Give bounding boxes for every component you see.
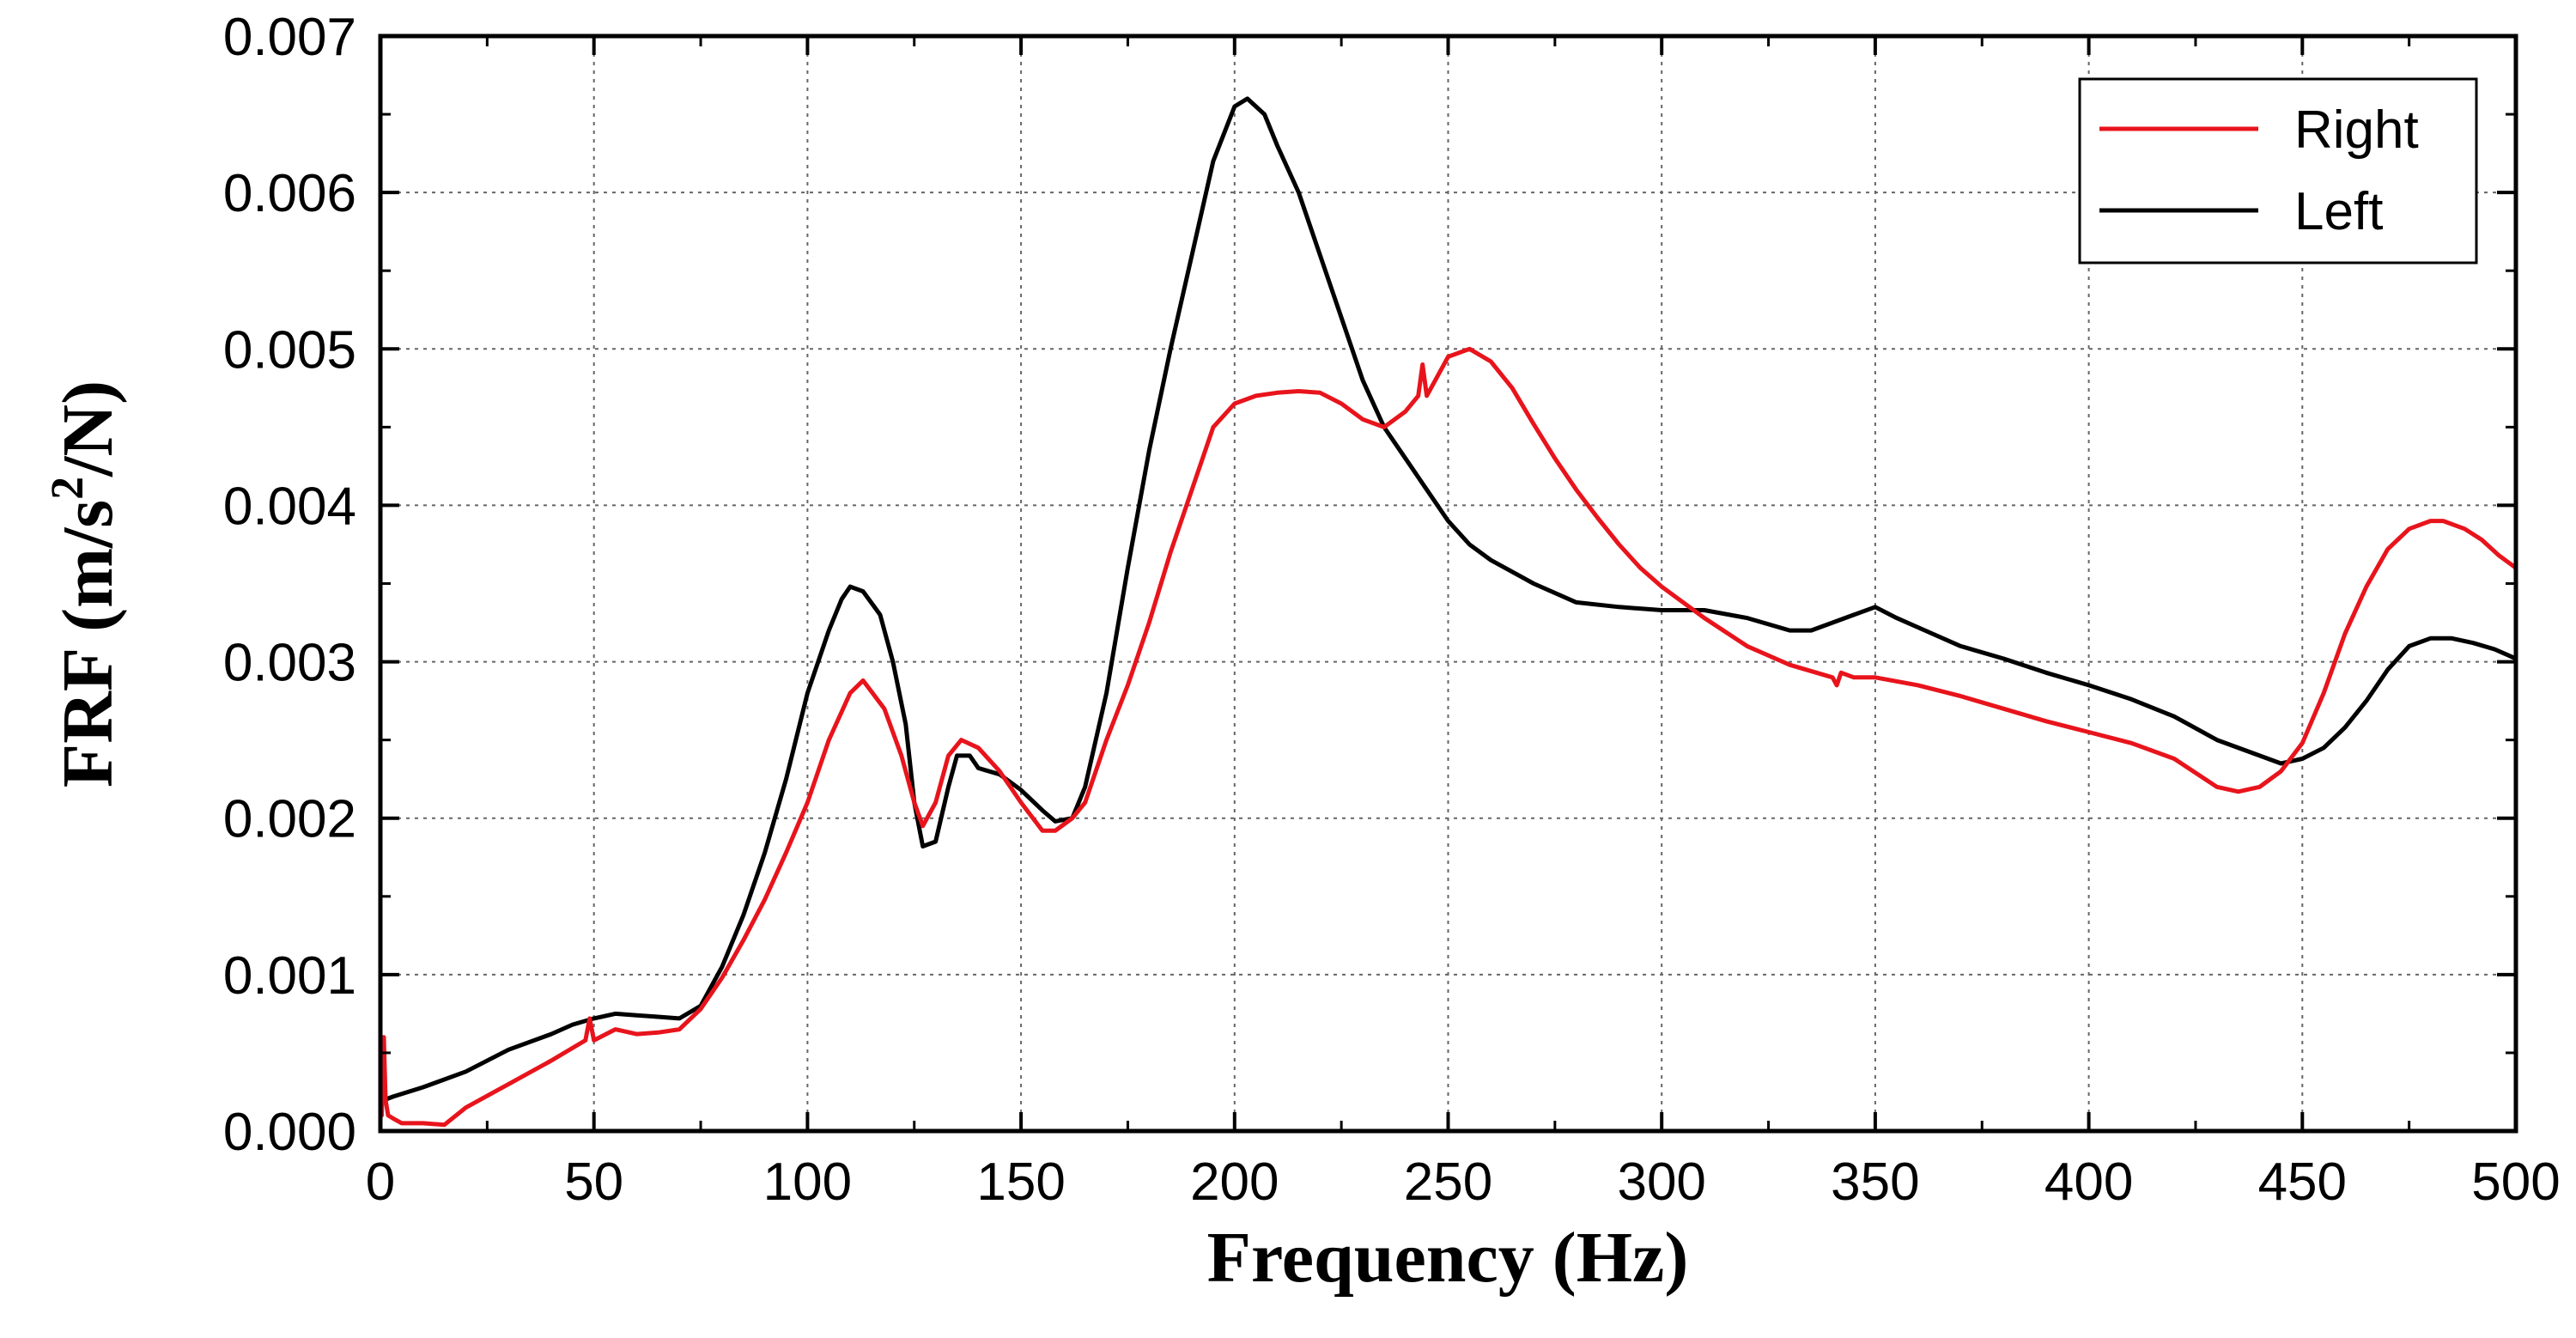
x-tick-label: 50	[564, 1153, 623, 1212]
legend: Right Left	[2078, 77, 2478, 265]
legend-box	[2078, 77, 2478, 265]
x-tick-label: 400	[2044, 1153, 2133, 1212]
y-tick-label: 0.003	[223, 634, 356, 693]
x-tick-labels: 0 50 100 150 200 250 300 350 400 450 500	[366, 1153, 2561, 1212]
legend-label-left: Left	[2294, 182, 2383, 241]
y-axis-title-sup: 2	[41, 477, 93, 500]
x-tick-label: 300	[1617, 1153, 1705, 1212]
y-tick-label: 0.004	[223, 477, 356, 536]
x-tick-label: 0	[366, 1153, 395, 1212]
y-axis-title-tail: /N)	[48, 380, 128, 477]
x-tick-label: 500	[2471, 1153, 2560, 1212]
axis-ticks	[379, 34, 2518, 1133]
series-line-right	[380, 346, 2518, 1128]
y-tick-label: 0.007	[223, 8, 356, 67]
series-line-left	[382, 96, 2518, 1103]
y-tick-label: 0.005	[223, 320, 356, 380]
x-tick-label: 200	[1190, 1153, 1279, 1212]
y-axis-title: FRF (m/s2/N)	[41, 380, 128, 788]
y-tick-label: 0.001	[223, 946, 356, 1006]
x-tick-label: 100	[763, 1153, 852, 1212]
y-tick-label: 0.002	[223, 790, 356, 849]
y-tick-label: 0.000	[223, 1103, 356, 1162]
y-tick-label: 0.006	[223, 164, 356, 223]
y-tick-labels: 0.000 0.001 0.002 0.003 0.004 0.005 0.006 0.007	[223, 8, 356, 1162]
legend-label-right: Right	[2294, 100, 2419, 160]
x-tick-label: 150	[976, 1153, 1065, 1212]
y-axis-title-main: FRF (m/s	[48, 500, 128, 788]
x-tick-label: 350	[1831, 1153, 1919, 1212]
x-tick-label: 450	[2258, 1153, 2347, 1212]
x-tick-label: 250	[1404, 1153, 1492, 1212]
series-layer	[380, 96, 2518, 1128]
x-axis-title: Frequency (Hz)	[1207, 1218, 1689, 1298]
